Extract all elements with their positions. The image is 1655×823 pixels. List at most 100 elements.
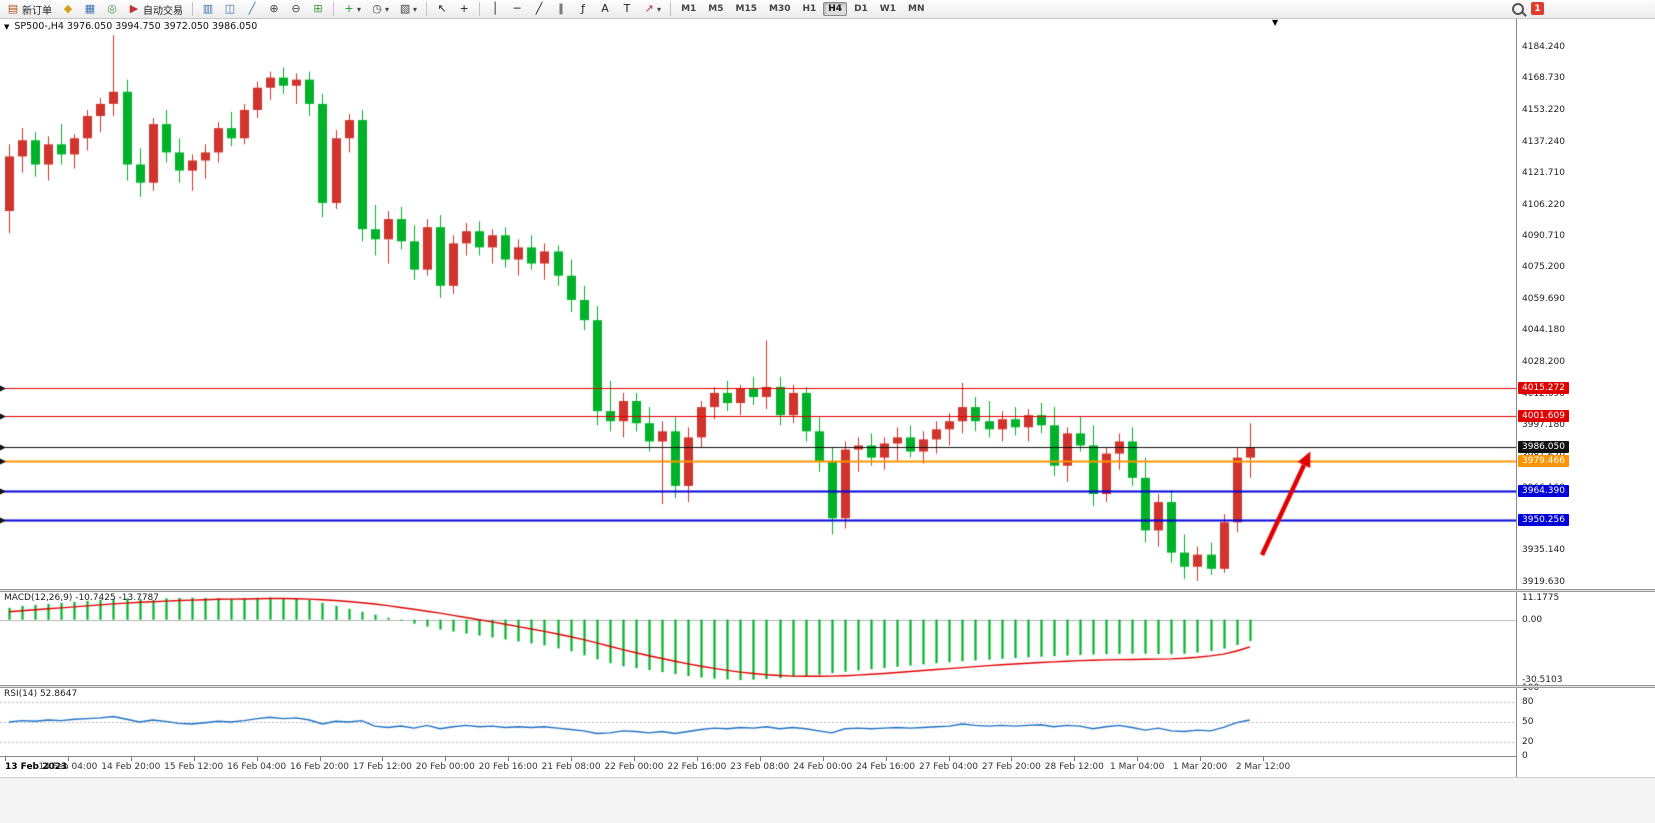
tf-m5-button[interactable]: M5 — [708, 4, 724, 14]
symbol-info: ▼ SP500-,H4 3976.050 3994.750 3972.050 3… — [4, 21, 257, 32]
tf-m30-button[interactable]: M30 — [768, 4, 791, 14]
tf-m1-button[interactable]: M1 — [681, 4, 697, 14]
zoom-in-button[interactable]: ⊕ — [264, 0, 284, 18]
time-tick — [696, 757, 698, 761]
macd-axis-tick: -30.5103 — [1522, 675, 1563, 686]
tf-d1-button[interactable]: D1 — [854, 4, 868, 14]
tf-h4-button[interactable]: H4 — [823, 2, 848, 16]
zoom-out-button[interactable]: ⊖ — [286, 0, 306, 18]
toolbar-right: 1 — [1512, 2, 1544, 15]
time-tick — [948, 757, 950, 761]
text-button[interactable]: A — [595, 0, 615, 18]
status-area — [0, 777, 1655, 823]
time-tick — [571, 757, 573, 761]
notification-badge[interactable]: 1 — [1531, 2, 1544, 15]
time-tick — [5, 757, 6, 761]
search-icon[interactable] — [1512, 2, 1524, 15]
price-tick: 4106.220 — [1522, 199, 1565, 210]
tile-windows-button[interactable]: ⊞ — [308, 0, 328, 18]
indicators-icon: + — [344, 2, 354, 15]
crosshair-button[interactable]: + — [454, 0, 474, 18]
data-window-button[interactable]: ▦ — [80, 0, 100, 18]
candlestick-chart-button[interactable]: ◫ — [220, 0, 240, 18]
rsi-axis-tick: 80 — [1522, 696, 1534, 707]
navigator-button[interactable]: ◎ — [102, 0, 122, 18]
toolbar: ▤ 新订单 ◆ ▦ ◎ ▶ 自动交易 ▥ ◫ ╱ ⊕ ⊖ ⊞ + ▾ ◷ ▾ ▧ ▾ ↖ + │ ─ ╱ ∥ ƒ A T ↗ ▾ M1 M5 M… — [0, 0, 1655, 19]
time-tick — [382, 757, 384, 761]
chevron-down-icon[interactable]: ▾ — [385, 4, 390, 14]
fibonacci-button[interactable]: ƒ — [573, 0, 593, 18]
chevron-down-icon[interactable]: ▾ — [657, 4, 662, 14]
tf-mn-button[interactable]: MN — [908, 4, 925, 14]
rsi-label: RSI(14) 52.8647 — [4, 689, 78, 699]
price-tick: 4153.220 — [1522, 104, 1565, 115]
time-label: 2 Mar 12:00 — [1235, 762, 1291, 772]
time-tick — [1074, 757, 1076, 761]
time-tick — [1137, 757, 1139, 761]
time-label: 28 Feb 12:00 — [1044, 762, 1104, 772]
cursor-button[interactable]: ↖ — [432, 0, 452, 18]
price-tick: 3919.630 — [1522, 576, 1565, 587]
time-tick — [130, 757, 132, 761]
autotrading-button[interactable]: ▶ 自动交易 — [124, 0, 187, 18]
time-label: 21 Feb 08:00 — [541, 762, 601, 772]
tf-m15-button[interactable]: M15 — [735, 4, 757, 14]
tf-h1-button[interactable]: H1 — [802, 4, 817, 14]
chevron-down-icon[interactable]: ▾ — [413, 4, 418, 14]
label-button[interactable]: T — [617, 0, 637, 18]
periods-button[interactable]: ◷ ▾ — [367, 0, 393, 18]
templates-button[interactable]: ▧ ▾ — [395, 0, 421, 18]
tf-w1-button[interactable]: W1 — [879, 4, 896, 14]
time-tick — [256, 757, 258, 761]
channel-button[interactable]: ∥ — [551, 0, 571, 18]
price-chart-canvas[interactable] — [0, 19, 1516, 589]
time-axis[interactable]: 13 Feb 2023 14 Feb 04:00 14 Feb 20:00 15 Fe… — [0, 756, 1516, 777]
bar-chart-icon: ▥ — [202, 2, 214, 15]
chevron-down-icon[interactable]: ▾ — [357, 4, 362, 14]
time-tick — [1011, 757, 1013, 761]
price-tick: 4121.710 — [1522, 168, 1565, 179]
chart-shift-marker-icon[interactable]: ▼ — [1272, 18, 1279, 27]
one-click-trading-expander-icon[interactable]: ▼ — [4, 22, 10, 31]
rsi-canvas[interactable] — [0, 688, 1516, 756]
time-label: 1 Mar 04:00 — [1110, 762, 1165, 772]
macd-axis-tick: 0.00 — [1522, 614, 1543, 625]
horizontal-line-button[interactable]: ─ — [507, 0, 527, 18]
time-label: 24 Feb 16:00 — [856, 762, 916, 772]
candlestick-chart-icon: ◫ — [224, 2, 236, 15]
time-label: 24 Feb 00:00 — [793, 762, 853, 772]
price-axis[interactable]: 4184.240 4168.730 4153.220 4137.240 4121.710… — [1516, 19, 1655, 777]
time-label: 13 Feb 2023 — [5, 762, 68, 772]
label-icon: T — [623, 2, 631, 15]
bar-chart-button[interactable]: ▥ — [198, 0, 218, 18]
new-order-button[interactable]: ▤ 新订单 — [3, 0, 56, 18]
time-label: 27 Feb 04:00 — [918, 762, 979, 772]
macd-canvas[interactable] — [0, 592, 1516, 685]
time-label: 23 Feb 08:00 — [730, 762, 790, 772]
time-tick — [822, 757, 824, 761]
macd-panel: MACD(12,26,9) -10.7425 -13.7787 — [0, 592, 1516, 685]
time-tick — [193, 757, 195, 761]
macd-axis-tick: 11.1775 — [1522, 592, 1560, 603]
line-chart-button[interactable]: ╱ — [242, 0, 262, 18]
rsi-axis-tick: 100 — [1522, 683, 1540, 693]
time-tick — [319, 757, 321, 761]
text-icon: A — [601, 2, 609, 15]
panel-splitter[interactable] — [0, 685, 1655, 688]
rsi-axis-tick: 20 — [1522, 737, 1534, 748]
new-order-button-label: 新订单 — [22, 5, 52, 17]
panel-splitter[interactable] — [0, 589, 1655, 592]
macd-label: MACD(12,26,9) -10.7425 -13.7787 — [4, 593, 160, 603]
price-badge: 3986.050 — [1518, 441, 1569, 454]
market-watch-button[interactable]: ◆ — [58, 0, 78, 18]
data-window-icon: ▦ — [84, 2, 96, 15]
line-chart-icon: ╱ — [248, 2, 256, 15]
indicators-button[interactable]: + ▾ — [339, 0, 365, 18]
shapes-button[interactable]: ↗ ▾ — [639, 0, 665, 18]
trendline-button[interactable]: ╱ — [529, 0, 549, 18]
rsi-panel: RSI(14) 52.8647 — [0, 688, 1516, 756]
vertical-line-button[interactable]: │ — [485, 0, 505, 18]
zoom-out-icon: ⊖ — [291, 2, 301, 15]
cursor-icon: ↖ — [437, 2, 447, 15]
